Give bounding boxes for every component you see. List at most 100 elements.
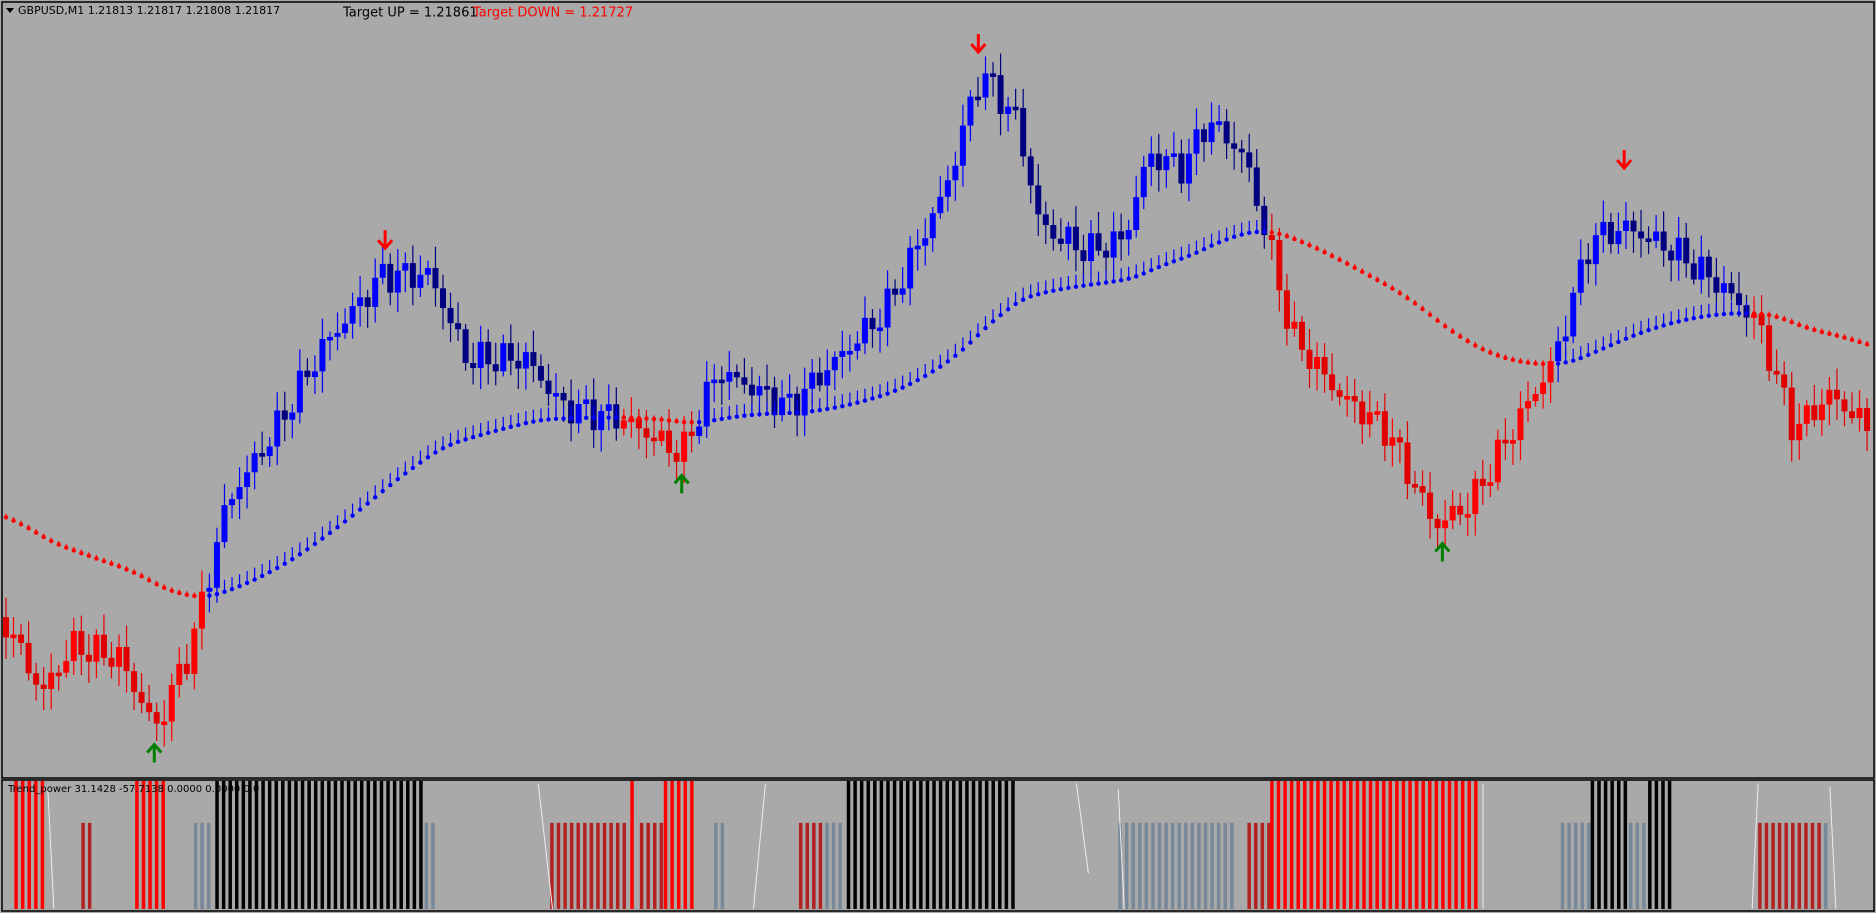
- ma-dot: [327, 530, 333, 536]
- candle-body: [1668, 250, 1675, 261]
- ma-dot: [1781, 317, 1787, 322]
- signal-arrow-head: [146, 742, 163, 754]
- indicator-label: Trend_power 31.1428 -57.7138 0.0000 0.00…: [7, 784, 259, 795]
- candle-body: [1065, 226, 1072, 244]
- power-bar: [1603, 780, 1608, 909]
- candle-body: [1442, 520, 1449, 529]
- ma-dot: [463, 437, 468, 442]
- candle-body: [809, 372, 816, 389]
- power-bar: [1454, 780, 1458, 909]
- ma-dot: [1819, 329, 1825, 335]
- ma-dot: [1382, 282, 1388, 287]
- candle-body: [1600, 221, 1607, 236]
- ma-dot: [1736, 311, 1742, 316]
- menu-triangle[interactable]: [6, 8, 14, 13]
- ma-dot: [1676, 319, 1681, 324]
- candle-body: [1216, 121, 1223, 125]
- candle-body: [914, 245, 921, 250]
- power-bar: [366, 780, 371, 909]
- candle-body: [1833, 389, 1840, 400]
- candle-body: [168, 684, 175, 722]
- power-bar: [1203, 822, 1208, 909]
- candle-body: [869, 317, 876, 330]
- candle-body: [63, 661, 70, 673]
- candle-body: [70, 630, 77, 662]
- candle-body: [620, 420, 627, 429]
- candle-body: [545, 380, 552, 394]
- ma-dot: [56, 542, 61, 547]
- ma-dot: [1804, 325, 1809, 330]
- ma-dot: [207, 593, 212, 598]
- candle-body: [1698, 256, 1705, 280]
- power-bar: [1190, 822, 1195, 909]
- candle-body: [1577, 259, 1584, 293]
- power-bar: [1335, 780, 1340, 909]
- ma-dot: [712, 418, 717, 423]
- ma-dot: [320, 536, 325, 541]
- candle-body: [718, 379, 725, 384]
- power-bar: [412, 780, 417, 909]
- candle-body: [470, 363, 477, 369]
- candle-body: [748, 384, 755, 396]
- candle-body: [1321, 356, 1328, 375]
- candle-body: [364, 297, 371, 307]
- power-bar: [1764, 822, 1769, 909]
- ma-dot: [1096, 281, 1101, 286]
- candle-body: [583, 399, 590, 405]
- power-bar: [1642, 822, 1646, 909]
- ma-dot: [1375, 277, 1380, 283]
- ma-dot: [395, 476, 400, 482]
- ma-dot: [1405, 296, 1410, 301]
- candle-body: [1788, 387, 1795, 441]
- power-bar: [34, 780, 38, 909]
- power-bar: [602, 822, 607, 909]
- ma-dot: [1721, 311, 1727, 317]
- power-bar: [1170, 822, 1175, 909]
- candle-body: [1735, 293, 1742, 306]
- candle-body: [1592, 235, 1599, 265]
- power-bar: [1560, 822, 1565, 909]
- candle-body: [1464, 514, 1471, 518]
- candle-body: [183, 663, 190, 674]
- ma-dot: [1857, 339, 1862, 345]
- ma-dot: [1111, 279, 1116, 284]
- candle-body: [485, 341, 492, 365]
- ma-dot: [1797, 322, 1802, 328]
- power-bar: [1441, 780, 1445, 909]
- power-bar: [1791, 822, 1795, 909]
- ma-dot: [154, 582, 159, 587]
- candle-body: [1178, 153, 1185, 184]
- ma-dot: [945, 359, 951, 364]
- ma-dot: [840, 403, 845, 409]
- candle-body: [1072, 226, 1079, 251]
- candle-body: [108, 657, 115, 667]
- power-bar: [991, 780, 995, 909]
- ma-dot: [222, 589, 227, 595]
- power-bar: [1131, 822, 1135, 909]
- power-bar: [424, 822, 429, 909]
- ma-dot: [1292, 236, 1297, 242]
- ma-dot: [1691, 315, 1696, 321]
- ma-dot: [267, 569, 272, 575]
- ma-dot: [1601, 346, 1606, 351]
- power-bar: [200, 822, 204, 909]
- power-bar: [670, 780, 674, 909]
- power-bar: [294, 780, 298, 909]
- candle-body: [1193, 129, 1200, 154]
- power-bar: [1573, 822, 1578, 909]
- candle-body: [711, 379, 718, 384]
- power-bar: [825, 822, 829, 909]
- ma-dot: [252, 577, 257, 582]
- power-bar: [563, 822, 567, 909]
- ma-dot: [312, 541, 318, 547]
- power-bar: [846, 780, 851, 909]
- candle-body: [1133, 197, 1140, 230]
- power-bar: [1144, 822, 1149, 909]
- ma-dot: [1390, 286, 1395, 291]
- candle-body: [944, 180, 951, 197]
- ma-dot: [1420, 306, 1425, 312]
- ma-dot: [1051, 288, 1056, 293]
- ma-dot: [1231, 234, 1237, 240]
- power-bar: [892, 780, 897, 909]
- candle-body: [1035, 185, 1042, 215]
